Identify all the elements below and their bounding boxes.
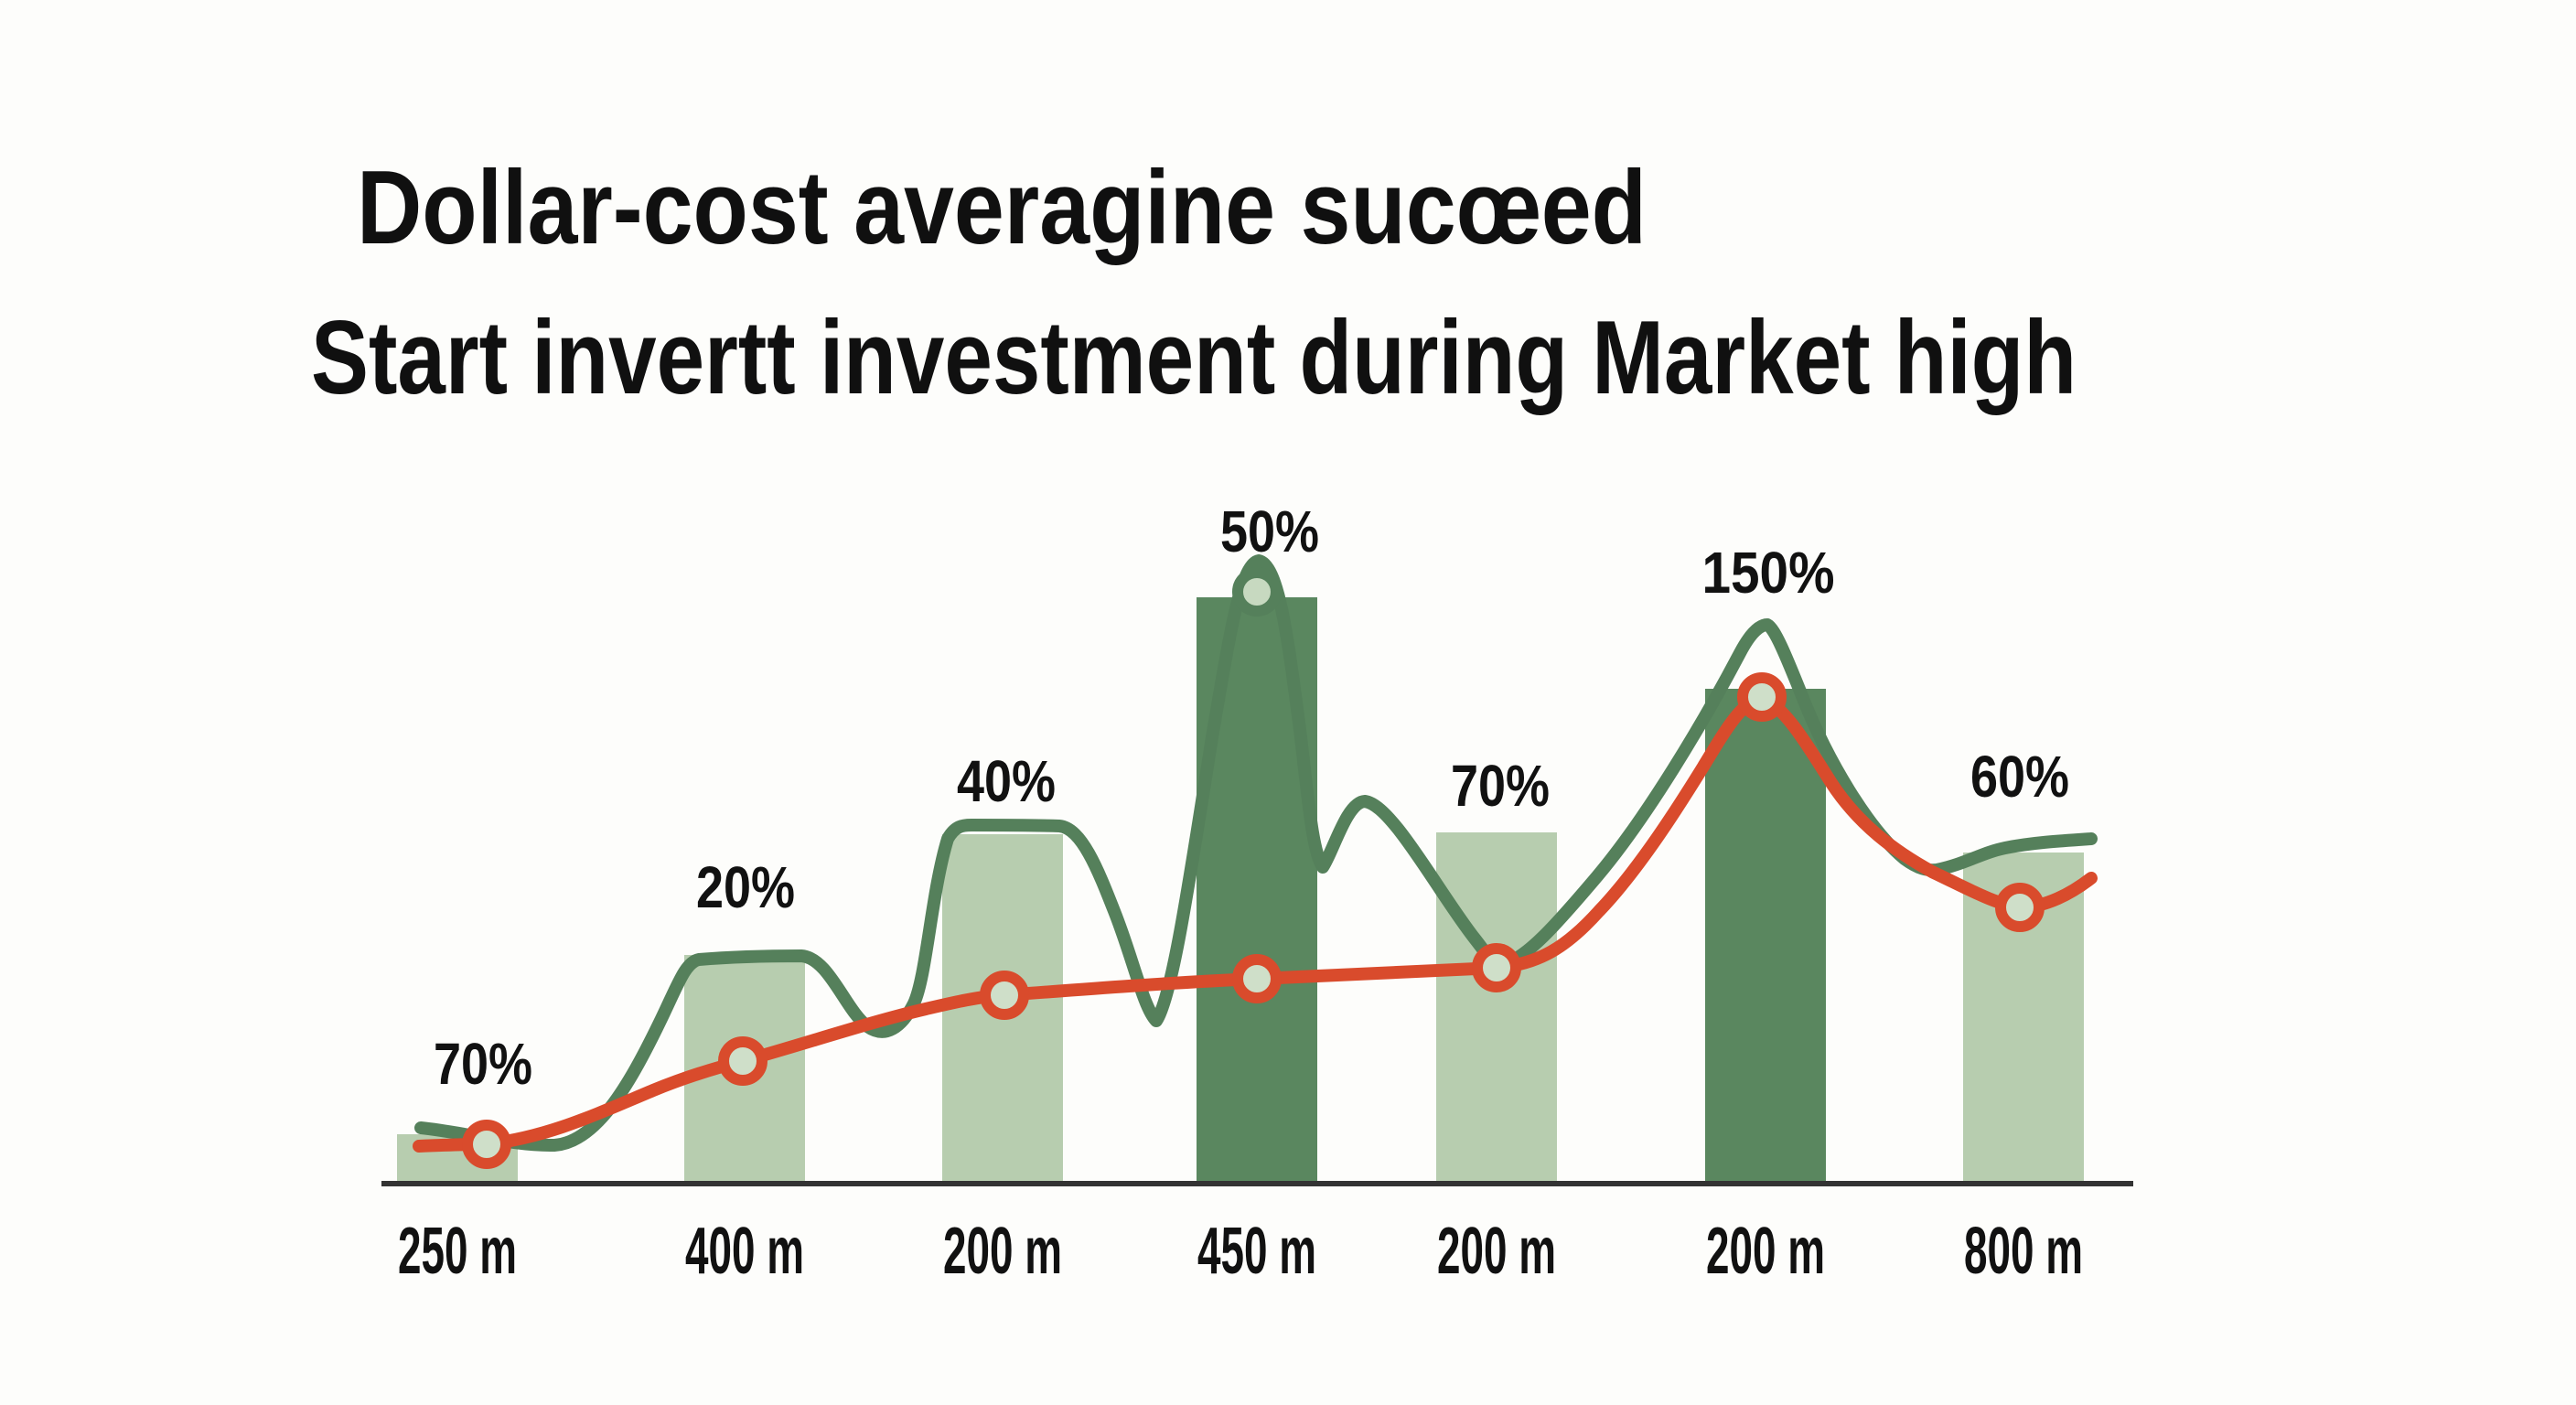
category-label: 200 m <box>943 1215 1062 1288</box>
dca-point-marker <box>1737 672 1787 722</box>
dca-point-marker <box>1995 883 2045 932</box>
percent-labels-layer: 70% 20% 40% 50% 70% 150% 60% <box>434 499 2069 1097</box>
market-line <box>414 554 2098 1153</box>
percent-label: 60% <box>1970 744 2069 810</box>
dca-line <box>413 691 2098 1153</box>
category-label: 400 m <box>685 1215 804 1288</box>
percent-label: 150% <box>1702 540 1835 606</box>
dca-point-marker <box>718 1036 767 1086</box>
percent-label: 40% <box>957 748 1056 814</box>
category-label: 200 m <box>1706 1215 1825 1288</box>
dca-point-marker <box>980 971 1029 1020</box>
dca-point-marker <box>1232 954 1282 1003</box>
chart-title: Dollar-cost averagine sucœed <box>357 150 1647 266</box>
dca-markers-layer <box>462 672 2045 1169</box>
dca-point-marker <box>462 1120 511 1169</box>
chart-subtitle: Start invertt investment during Market h… <box>311 300 2077 416</box>
percent-label: 70% <box>434 1031 532 1097</box>
bar-200m-70% <box>1436 832 1557 1184</box>
category-label: 200 m <box>1437 1215 1556 1288</box>
category-labels-layer: 250 m 400 m 200 m 450 m 200 m 200 m 800 m <box>398 1215 2083 1288</box>
bar-200m-150% <box>1705 689 1826 1184</box>
percent-label: 20% <box>696 854 795 920</box>
category-label: 800 m <box>1964 1215 2083 1288</box>
percent-label: 70% <box>1451 753 1550 819</box>
market-peak-marker <box>1232 567 1282 617</box>
dca-point-marker <box>1472 943 1521 992</box>
category-label: 250 m <box>398 1215 517 1288</box>
category-label: 450 m <box>1197 1215 1316 1288</box>
percent-label: 50% <box>1220 499 1319 564</box>
